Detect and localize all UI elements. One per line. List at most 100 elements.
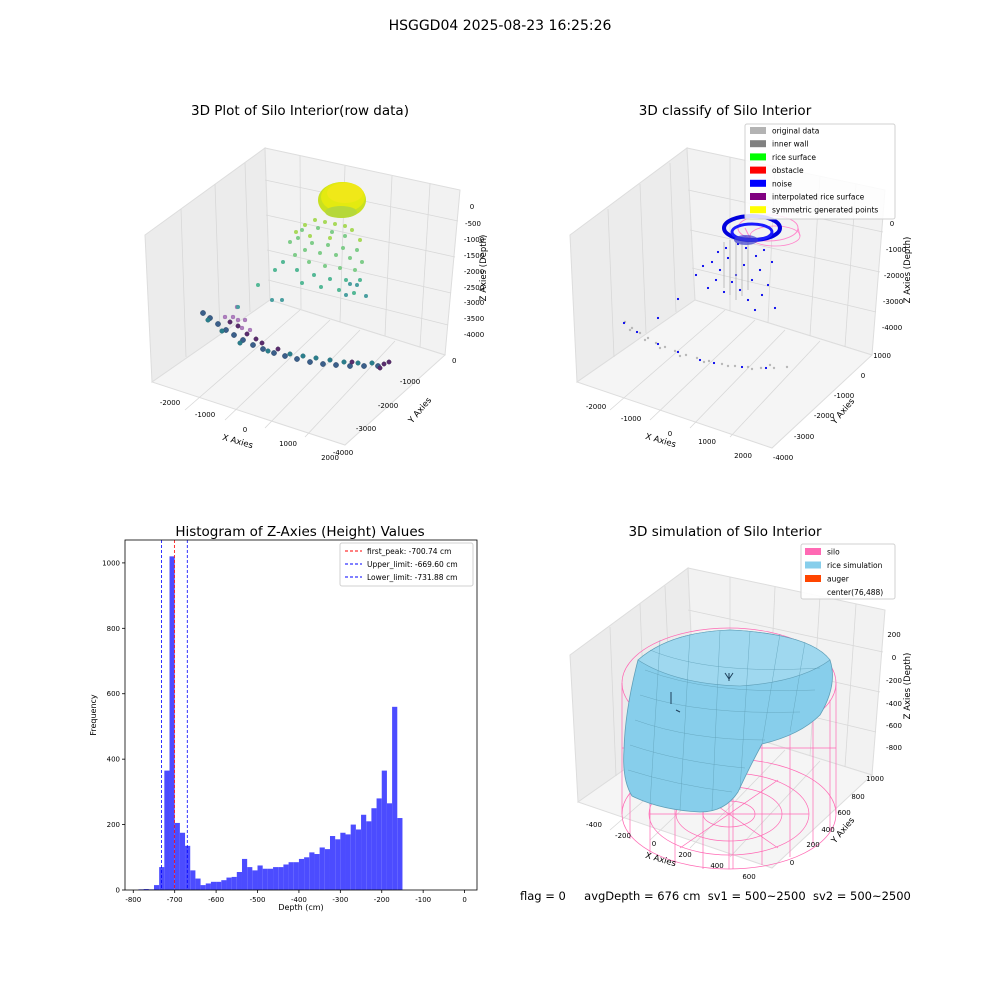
flag-value: flag = 0 (520, 889, 566, 903)
classify-z-tick: -3000 (883, 298, 903, 306)
simulation-x-tick: 400 (710, 862, 723, 870)
raw-z-tick: -2000 (464, 268, 484, 276)
histogram-bar (159, 867, 165, 890)
histogram-x-tick-label: -600 (208, 896, 224, 904)
histogram-bar (153, 885, 160, 890)
histogram-x-axis-label: Depth (cm) (278, 903, 323, 912)
classify-y-tick: -1000 (834, 392, 854, 400)
classify-legend-label: rice surface (772, 153, 816, 162)
simulation-y-tick: 800 (851, 793, 864, 801)
histogram-legend-label: Upper_limit: -669.60 cm (367, 560, 458, 569)
histogram-bar (371, 808, 377, 890)
simulation-x-tick: -200 (615, 832, 631, 840)
raw-x-axis-label: X Axies (221, 433, 254, 451)
histogram-bar (262, 868, 268, 890)
simulation-x-tick: 0 (652, 840, 656, 848)
histogram-x-tick-label: -300 (332, 896, 348, 904)
classify-x-tick: -1000 (621, 415, 641, 423)
simulation-y-tick: 1000 (866, 775, 884, 783)
classify-legend-label: obstacle (772, 166, 804, 175)
simulation-z-tick: 0 (892, 654, 896, 662)
histogram-bar (324, 849, 330, 890)
histogram-bar (314, 854, 320, 890)
classify-y-tick: 0 (861, 372, 865, 380)
raw-scatter-points (236, 218, 368, 309)
classify-legend-swatch (750, 179, 766, 187)
classify-z-axis-label: Z Axies (Depth) (903, 237, 913, 304)
histogram-bar (169, 556, 175, 890)
histogram-bar (298, 858, 305, 890)
raw-z-tick: -1000 (464, 236, 484, 244)
raw-top-cluster (318, 182, 366, 218)
histogram-bar (278, 867, 284, 890)
histogram-legend-label: Lower_limit: -731.88 cm (367, 573, 457, 582)
classify-legend-swatch (750, 206, 766, 214)
classify-y-tick: -3000 (794, 433, 814, 441)
simulation-z-tick: -800 (886, 744, 902, 752)
raw-3d-plot: -2000 -1000 0 1000 2000 0 -1000 -2000 -3… (144, 147, 489, 462)
raw-z-tick: -4000 (464, 331, 484, 339)
classify-x-tick: 2000 (734, 452, 752, 460)
histogram-y-tick-label: 600 (107, 690, 120, 698)
simulation-legend-label: rice simulation (827, 561, 883, 570)
histogram-axes-frame (124, 539, 478, 891)
raw-x-tick: 2000 (321, 454, 339, 462)
histogram-bar (366, 821, 372, 890)
histogram-bar (381, 770, 387, 890)
simulation-legend-swatch (805, 561, 821, 569)
histogram-bar (226, 877, 232, 890)
histogram-bar (386, 803, 393, 890)
classify-legend-label: inner wall (772, 140, 809, 149)
histogram-bar (283, 864, 289, 890)
classify-noise-points (622, 242, 777, 370)
histogram-x-tick-label: 0 (462, 896, 466, 904)
raw-x-tick: -1000 (195, 411, 215, 419)
raw-y-axis-label: Y Axies (406, 395, 434, 426)
simulation-z-axis-label: Z Axies (Depth) (903, 653, 913, 720)
avg-depth-value: avgDepth = 676 cm (584, 889, 701, 903)
raw-y-tick: -3000 (356, 425, 376, 433)
raw-z-axis-label: Z Axies (Depth) (479, 235, 489, 302)
histogram-x-tick-label: -500 (250, 896, 266, 904)
classify-legend-swatch (750, 166, 766, 174)
classify-legend-label: noise (772, 179, 792, 188)
classify-z-tick: -2000 (884, 272, 904, 280)
simulation-plot-title: 3D simulation of Silo Interior (628, 524, 822, 540)
classify-plot-title: 3D classify of Silo Interior (638, 103, 812, 119)
simulation-x-tick: 200 (678, 851, 691, 859)
classify-legend: original data inner wall rice surface obsta… (744, 123, 896, 220)
histogram-bar (179, 832, 186, 890)
histogram-y-tick-label: 0 (116, 887, 120, 895)
classify-y-tick: -4000 (773, 454, 793, 462)
histogram-bar (273, 867, 279, 890)
simulation-z-tick: -600 (886, 722, 902, 730)
simulation-rice-surface (623, 629, 833, 813)
histogram-y-tick-label: 400 (107, 756, 120, 764)
raw-y-tick: -1000 (400, 378, 420, 386)
histogram-bar (355, 829, 362, 890)
classify-pane-floor (575, 299, 873, 449)
simulation-legend-label: auger (827, 575, 850, 584)
raw-z-tick: -2500 (464, 284, 484, 292)
raw-x-tick: -2000 (160, 399, 180, 407)
histogram-bar (319, 847, 325, 890)
histogram-bar (164, 770, 170, 890)
simulation-auger (670, 672, 734, 713)
classify-x-tick: 0 (668, 430, 672, 438)
sv2-value: sv2 = 500~2500 (812, 889, 911, 903)
histogram-title: Histogram of Z-Axies (Height) Values (175, 524, 425, 540)
classify-legend-swatch (750, 193, 766, 200)
raw-grid (180, 155, 459, 438)
classify-x-tick: -2000 (586, 403, 606, 411)
histogram-bar (241, 858, 248, 890)
histogram-chart: -800 -700 -600 -500 -400 -300 -200 -100 0 0 200 40… (89, 539, 478, 912)
classify-gray-column (723, 240, 749, 300)
histogram-x-tick-label: -700 (167, 896, 183, 904)
figure-title: HSGGD04 2025-08-23 16:25:26 (388, 18, 612, 34)
histogram-bar (143, 889, 149, 890)
raw-y-tick: -2000 (378, 402, 398, 410)
raw-pane-floor (150, 299, 446, 446)
simulation-3d-plot: -400 -200 0 200 400 600 0 200 400 600 80… (569, 543, 913, 881)
raw-z-tick: -3000 (464, 299, 484, 307)
histogram-bar (231, 876, 237, 890)
